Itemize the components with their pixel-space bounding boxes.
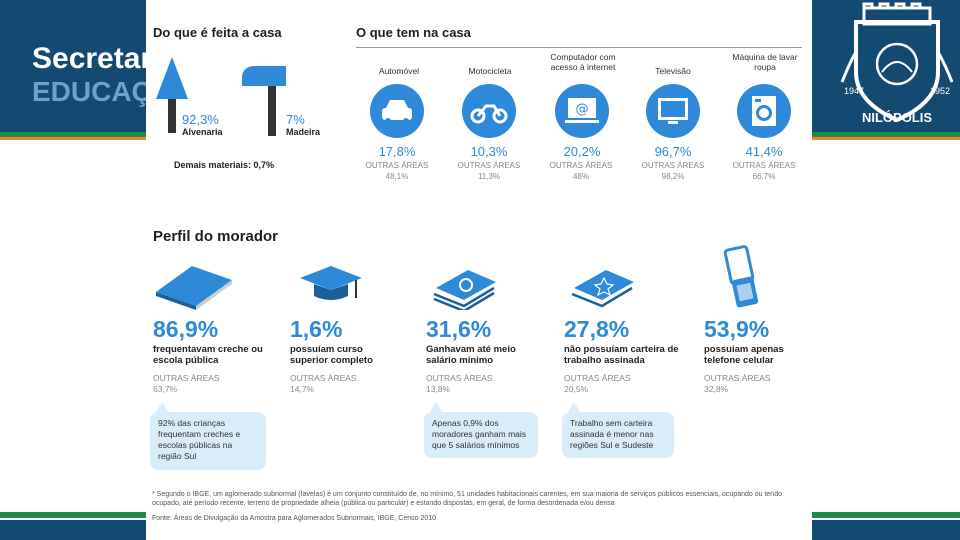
perfil-pct-3: 27,8% [564, 316, 630, 342]
item-circle-automovel [370, 84, 424, 138]
madeira-pct: 7% [286, 112, 305, 127]
item-label-computador: Computador com acesso à internet [550, 52, 616, 72]
car-icon [382, 100, 412, 124]
bubble-tail-0 [156, 402, 168, 412]
house-section-title: Do que é feita a casa [153, 25, 282, 40]
bubble-1: Apenas 0,9% dos moradores ganham mais qu… [424, 412, 538, 458]
washing-machine-icon [752, 96, 776, 126]
alvenaria-trowel-icon [156, 57, 188, 133]
perfil-other-label-4: OUTRAS ÁREAS [704, 373, 771, 383]
item-pct-maquina: 41,4% [745, 144, 783, 159]
item-other-computador: 48% [572, 172, 589, 181]
perfil-pct-2: 31,6% [426, 316, 492, 342]
item-circle-motocicleta [462, 84, 516, 138]
source: Fonte: Áreas de Divulgação da Amostra pa… [152, 515, 437, 522]
perfil-other-label-2: OUTRAS ÁREAS [426, 373, 493, 383]
item-label-automovel: Automóvel [378, 66, 420, 76]
tv-icon [658, 98, 688, 124]
madeira-hammer-icon [242, 66, 286, 136]
cellphone-icon [723, 245, 759, 308]
item-pct-televisao: 96,7% [654, 144, 692, 159]
items-section-title: O que tem na casa [356, 25, 471, 40]
item-label-maquina: Máquina de lavar roupa [732, 52, 798, 72]
emblem-name: NILÓPOLIS [862, 110, 932, 125]
bubble-0: 92% das crianças frequentam creches e es… [150, 412, 266, 470]
perfil-other-label-0: OUTRAS ÁREAS [153, 373, 220, 383]
item-pct-computador: 20,2% [563, 144, 601, 159]
infographic: Do que é feita a casa 92,3% Alvenaria 7%… [146, 0, 812, 540]
alvenaria-label: Alvenaria [182, 127, 223, 137]
item-pct-motocicleta: 10,3% [470, 144, 508, 159]
perfil-other-4: 32,8% [704, 384, 729, 394]
motorcycle-icon [470, 104, 508, 124]
perfil-text-0: frequentavam creche ou escola pública [153, 344, 263, 366]
perfil-pct-1: 1,6% [290, 316, 343, 342]
alvenaria-pct: 92,3% [182, 112, 219, 127]
footnote: * Segundo o IBGE, um aglomerado subnorma… [152, 491, 782, 507]
item-other-label-automovel: OUTRAS ÁREAS [365, 161, 429, 170]
bubble-2: Trabalho sem carteira assinada é menor n… [562, 412, 674, 458]
emblem-year-right: 1952 [930, 86, 950, 96]
item-label-televisao: Televisão [655, 66, 691, 76]
perfil-other-label-3: OUTRAS ÁREAS [564, 373, 631, 383]
bubble-tail-2 [568, 402, 580, 412]
money-icon [433, 270, 496, 310]
demais-materiais: Demais materiais: 0,7% [174, 160, 275, 170]
emblem-year-left: 1947 [844, 86, 864, 96]
perfil-text-2: Ganhavam até meio salário mínimo [426, 344, 516, 366]
perfil-other-label-1: OUTRAS ÁREAS [290, 373, 357, 383]
nilopolis-emblem-icon: 1947 1952 NILÓPOLIS [840, 2, 954, 125]
item-pct-automovel: 17,8% [378, 144, 416, 159]
perfil-text-3: não possuíam carteira de trabalho assina… [564, 344, 679, 366]
item-other-label-computador: OUTRAS ÁREAS [549, 161, 613, 170]
graduation-cap-icon [300, 266, 362, 300]
item-other-label-motocicleta: OUTRAS ÁREAS [457, 161, 521, 170]
perfil-other-1: 14,7% [290, 384, 315, 394]
perfil-other-0: 63,7% [153, 384, 178, 394]
item-other-televisao: 98,2% [661, 172, 685, 181]
item-circle-computador: @ [555, 84, 609, 138]
perfil-section-title: Perfil do morador [153, 228, 279, 245]
perfil-other-2: 13,8% [426, 384, 451, 394]
perfil-text-4: possuíam apenas telefone celular [704, 344, 784, 366]
perfil-pct-0: 86,9% [153, 316, 219, 342]
perfil-other-3: 20,5% [564, 384, 589, 394]
bubble-tail-1 [430, 402, 442, 412]
logo-line-1: Secretar [32, 42, 153, 75]
item-circle-televisao [646, 84, 700, 138]
item-label-motocicleta: Motocicleta [468, 66, 512, 76]
svg-text:@: @ [576, 102, 589, 117]
madeira-label: Madeira [286, 127, 321, 137]
item-other-motocicleta: 11,3% [477, 172, 501, 181]
item-other-maquina: 66,7% [752, 172, 776, 181]
computer-icon: @ [565, 98, 599, 123]
item-circle-maquina [737, 84, 791, 138]
perfil-pct-4: 53,9% [704, 316, 770, 342]
item-other-label-televisao: OUTRAS ÁREAS [641, 161, 705, 170]
item-other-automovel: 48,1% [385, 172, 409, 181]
items-divider [356, 47, 802, 48]
work-card-icon [571, 270, 634, 308]
book-icon [156, 266, 232, 310]
perfil-text-1: possuíam curso superior completo [290, 344, 373, 366]
item-other-label-maquina: OUTRAS ÁREAS [732, 161, 796, 170]
